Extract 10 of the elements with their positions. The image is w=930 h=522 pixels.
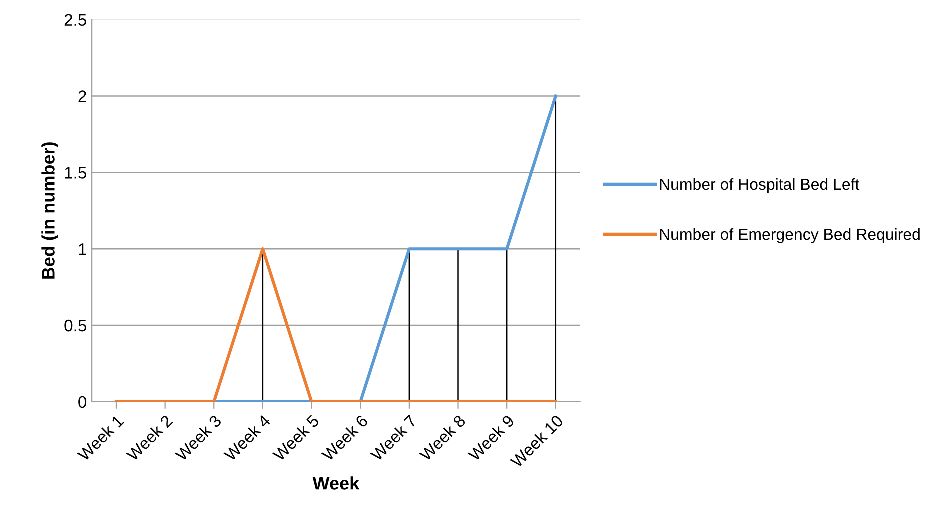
- legend-label: Number of Emergency Bed Required: [660, 228, 920, 244]
- legend-label: Number of Hospital Bed Left: [660, 178, 860, 194]
- y-tick-label: 0.5: [64, 320, 87, 332]
- y-tick-label: 1.5: [65, 167, 87, 179]
- y-tick-label: 2.5: [64, 14, 87, 26]
- y-tick-label: 1: [79, 244, 86, 256]
- x-axis-title: Week: [312, 476, 360, 490]
- y-tick-label: 0: [78, 396, 87, 408]
- y-axis-title: Bed (in number): [42, 142, 58, 279]
- y-tick-label: 2: [78, 90, 86, 102]
